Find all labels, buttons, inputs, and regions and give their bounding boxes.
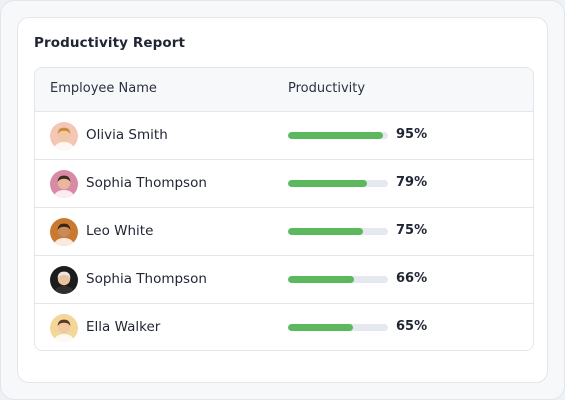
productivity-percent: 65%	[396, 319, 428, 334]
productivity-bar-fill	[288, 324, 353, 331]
employee-name: Sophia Thompson	[86, 271, 207, 287]
productivity-report-card: Productivity Report Employee Name Produc…	[17, 17, 548, 383]
avatar-icon	[50, 218, 78, 246]
card-title: Productivity Report	[34, 35, 186, 51]
productivity-bar	[288, 132, 388, 139]
avatar-icon	[50, 314, 78, 342]
productivity-percent: 75%	[396, 223, 428, 238]
table-row[interactable]: Leo White 75%	[35, 208, 533, 256]
productivity-bar	[288, 180, 388, 187]
productivity-percent: 66%	[396, 271, 428, 286]
table-row[interactable]: Ella Walker 65%	[35, 304, 533, 350]
table-row[interactable]: Sophia Thompson 79%	[35, 160, 533, 208]
avatar-icon	[50, 266, 78, 294]
employee-name: Leo White	[86, 223, 154, 239]
productivity-bar	[288, 276, 388, 283]
table-body: Olivia Smith 95% Sophia Thompson 79% Leo Whi…	[35, 112, 533, 350]
employee-name: Ella Walker	[86, 319, 161, 335]
employee-name: Olivia Smith	[86, 127, 168, 143]
productivity-bar-fill	[288, 180, 367, 187]
table-header: Employee Name Productivity	[35, 68, 533, 112]
column-header-productivity: Productivity	[288, 81, 366, 96]
employee-table: Employee Name Productivity Olivia Smith 9…	[34, 67, 534, 351]
productivity-percent: 79%	[396, 175, 428, 190]
productivity-percent: 95%	[396, 127, 428, 142]
productivity-bar-fill	[288, 132, 383, 139]
table-row[interactable]: Olivia Smith 95%	[35, 112, 533, 160]
productivity-bar-fill	[288, 276, 354, 283]
employee-name: Sophia Thompson	[86, 175, 207, 191]
productivity-bar	[288, 228, 388, 235]
table-row[interactable]: Sophia Thompson 66%	[35, 256, 533, 304]
avatar-icon	[50, 122, 78, 150]
productivity-bar-fill	[288, 228, 363, 235]
productivity-bar	[288, 324, 388, 331]
column-header-name: Employee Name	[50, 81, 157, 96]
avatar-icon	[50, 170, 78, 198]
